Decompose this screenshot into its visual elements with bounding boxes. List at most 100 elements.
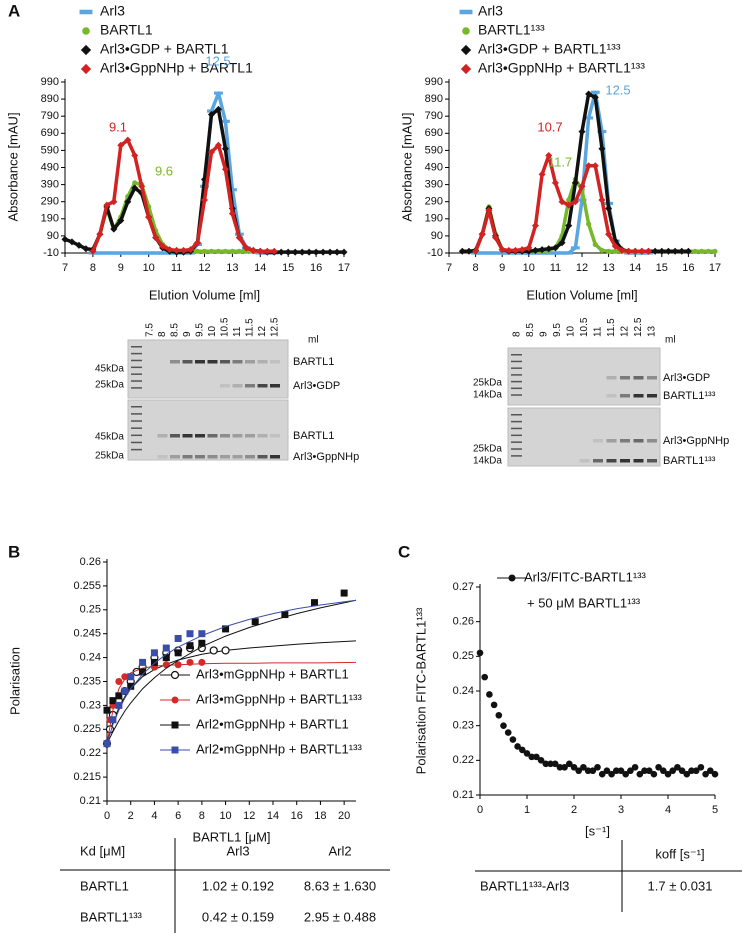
ladder-band — [131, 366, 142, 369]
marker — [152, 234, 160, 242]
marker — [281, 611, 289, 619]
mw-marker: 25kDa — [473, 444, 502, 455]
marker — [186, 658, 194, 666]
band-label: BARTL1¹³³ — [663, 390, 716, 402]
marker — [472, 247, 480, 255]
legend-label: Arl2•mGppNHp + BARTL1 — [196, 716, 349, 731]
protein-band — [232, 434, 243, 438]
protein-band — [170, 434, 180, 438]
lane-label: 9 — [539, 331, 550, 337]
marker — [612, 248, 618, 254]
y-tick-label: 0.26 — [80, 556, 101, 568]
marker — [131, 152, 139, 160]
marker — [491, 251, 500, 255]
marker — [340, 589, 348, 597]
marker — [564, 251, 574, 255]
marker — [608, 770, 615, 778]
marker — [103, 201, 111, 209]
marker — [186, 630, 194, 638]
marker — [580, 763, 587, 771]
legend-marker — [508, 574, 516, 582]
legend-marker — [460, 63, 472, 75]
marker — [589, 767, 597, 775]
protein-band — [270, 434, 280, 438]
marker — [525, 244, 533, 252]
marker — [121, 687, 129, 695]
marker — [575, 767, 582, 775]
marker — [121, 673, 129, 681]
marker — [319, 248, 327, 256]
marker — [641, 767, 648, 775]
marker — [200, 175, 209, 183]
legend-note: + 50 μM BARTL1¹³³ — [527, 595, 641, 610]
x-tick-label: 12 — [576, 262, 588, 274]
band-label: Arl3•GDP — [663, 372, 710, 384]
marker — [605, 205, 613, 213]
marker — [613, 767, 620, 775]
marker — [150, 649, 158, 657]
marker — [591, 162, 599, 170]
marker — [571, 198, 579, 206]
marker — [671, 247, 679, 255]
marker — [214, 91, 223, 95]
marker — [591, 93, 599, 101]
legend-label: Arl3•mGppNHp + BARTL1¹³³ — [196, 691, 362, 706]
marker — [557, 251, 567, 255]
y-tick-label: 90 — [431, 230, 443, 242]
protein-band — [606, 459, 617, 463]
gel-image — [127, 339, 289, 399]
marker — [298, 248, 306, 256]
band-label: BARTL1 — [293, 430, 334, 442]
y-tick-label: 390 — [41, 179, 59, 191]
marker — [518, 246, 526, 254]
ladder-band — [131, 413, 142, 415]
marker — [644, 247, 653, 255]
protein-band — [245, 455, 255, 459]
mw-marker: 14kDa — [473, 390, 502, 401]
marker — [551, 760, 559, 768]
x-tick-label: 8 — [199, 810, 205, 822]
y-tick-label: 190 — [41, 213, 59, 225]
marker — [625, 247, 633, 255]
marker — [222, 248, 229, 254]
marker — [551, 179, 559, 187]
marker — [235, 234, 243, 242]
marker — [229, 248, 235, 254]
peak-annotation: 10.7 — [537, 119, 562, 134]
ladder-band — [131, 373, 142, 375]
y-tick-label: 0.22 — [453, 754, 474, 766]
marker — [263, 247, 271, 255]
table-cell: 0.42 ± 0.159 — [202, 909, 274, 924]
y-tick-label: 790 — [425, 110, 443, 122]
marker — [486, 691, 493, 698]
x-tick-label: 7 — [446, 262, 452, 274]
panel-label: C — [398, 542, 410, 561]
ladder-band — [511, 394, 522, 396]
y-tick-label: 0.25 — [453, 650, 474, 662]
panel-label: B — [8, 542, 20, 561]
x-axis-title: Elution Volume [ml] — [149, 287, 260, 302]
marker — [699, 248, 705, 254]
legend-label: Arl3 — [100, 3, 125, 19]
marker — [174, 661, 182, 669]
marker — [514, 743, 521, 750]
marker — [95, 251, 105, 255]
x-tick-label: 2 — [571, 804, 577, 816]
lane-label: 8.5 — [525, 323, 536, 337]
marker — [207, 110, 215, 118]
band-label: BARTL1 — [293, 356, 334, 368]
marker — [598, 770, 606, 778]
marker — [606, 248, 612, 254]
marker — [592, 241, 598, 248]
x-tick-label: 16 — [682, 262, 694, 274]
marker — [198, 630, 206, 638]
marker — [465, 247, 473, 255]
marker — [124, 136, 132, 144]
marker — [291, 248, 299, 256]
protein-band — [220, 384, 230, 388]
marker — [571, 179, 579, 187]
y-tick-label: -10 — [427, 247, 443, 259]
marker — [256, 247, 264, 255]
marker — [130, 251, 140, 255]
lane-label: 10.5 — [220, 317, 231, 337]
